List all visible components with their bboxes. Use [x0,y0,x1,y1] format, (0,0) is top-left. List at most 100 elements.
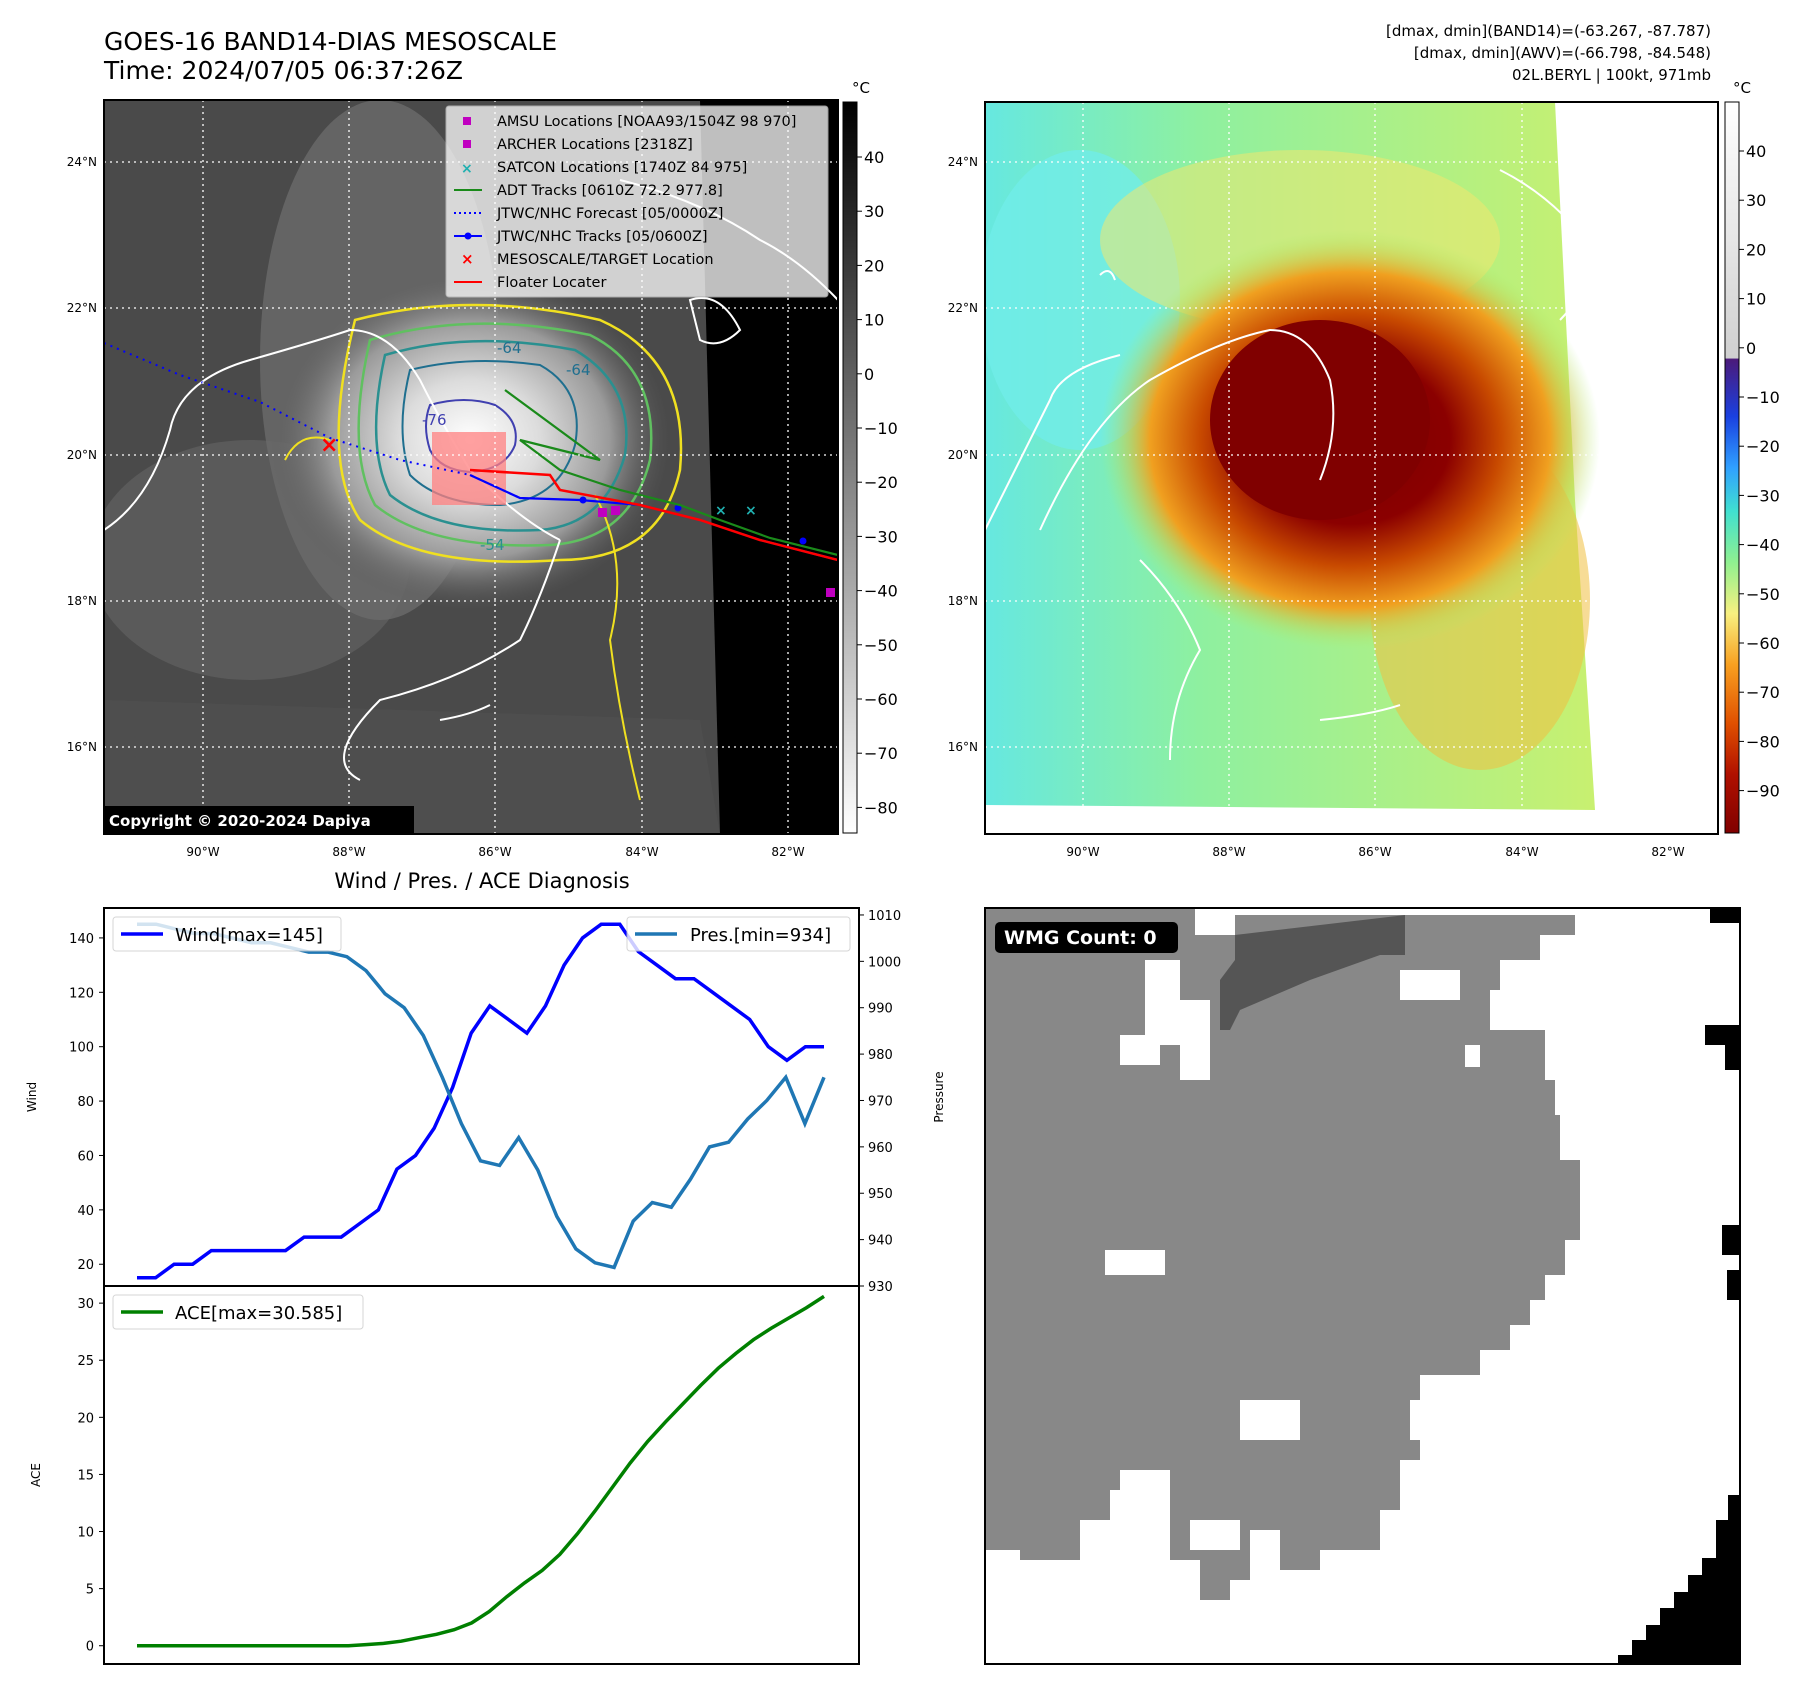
map2-gridlines [985,102,1718,834]
wind-tick-label: 80 [77,1095,94,1110]
ace-tick-label: 0 [86,1640,94,1655]
gray-colorbar-tick-label: −30 [864,527,898,546]
contour-label: -54 [480,536,505,554]
ace-y-axis: 0 5 10 15 20 25 30 [77,1297,104,1655]
wind-tick-label: 40 [77,1204,94,1219]
copyright-box [104,806,414,834]
satcon-marker: × [745,503,757,519]
diagnosis-chart-title: Wind / Pres. / ACE Diagnosis [334,869,629,893]
lat-label: 18°N [67,594,97,608]
color-colorbar-tick-label: −80 [1746,732,1780,751]
wmg-badge [995,922,1178,953]
satcon-marker: × [715,503,727,519]
legend-amsu-icon [463,117,471,125]
color-colorbar-tick-label: −60 [1746,634,1780,653]
pressure-axis-label: Pressure [932,1071,946,1122]
ace-tick-label: 15 [77,1468,94,1483]
color-colorbar-tick-label: 40 [1746,142,1766,161]
track-point [579,496,587,504]
archer-marker [611,506,620,515]
chart-title-line1: GOES-16 BAND14-DIAS MESOSCALE [104,27,558,56]
contour-label: -64 [566,361,591,379]
ace-tick-label: 20 [77,1411,94,1426]
wind-tick-label: 120 [69,986,94,1001]
lon-label: 88°W [332,845,365,859]
mesoscale-target-marker: × [320,433,338,458]
legend-adt-label: ADT Tracks [0610Z 72.2 977.8] [497,183,723,199]
track-point [674,504,682,512]
legend-archer-label: ARCHER Locations [2318Z] [497,137,693,153]
gray-colorbar-tick-label: 20 [864,256,884,275]
wind-tick-label: 100 [69,1041,94,1056]
color-colorbar-ticks: 40 30 20 10 0 −10 −20 −30 −40 −50 −60 −70 −80 −90 [1739,142,1780,801]
pressure-tick-label: 930 [868,1280,893,1295]
gray-colorbar-tick-label: 0 [864,365,874,384]
color-colorbar-tick-label: −50 [1746,585,1780,604]
legend-archer-icon [463,140,471,148]
wmg-badge-text: WMG Count: 0 [1004,927,1157,949]
pressure-tick-label: 960 [868,1141,893,1156]
wmg-dark-region [1220,915,1405,1030]
color-colorbar-tick-label: −70 [1746,683,1780,702]
wmg-black-region [1618,1495,1740,1664]
pressure-tick-label: 980 [868,1048,893,1063]
legend-tracks-label: JTWC/NHC Tracks [05/0600Z] [496,229,708,245]
color-colorbar-tick-label: −40 [1746,536,1780,555]
gray-colorbar-tick-label: −40 [864,582,898,601]
color-colorbar-tick-label: −90 [1746,782,1780,801]
lat-label: 20°N [948,448,978,462]
color-colorbar-tick-label: −10 [1746,388,1780,407]
contour-label: -76 [422,411,447,429]
lat-label: 16°N [67,740,97,754]
stats-awv: [dmax, dmin](AWV)=(-66.798, -84.548) [1413,44,1711,62]
wind-tick-label: 20 [77,1258,94,1273]
color-map-frame [984,101,1719,835]
ace-series-line [137,1294,825,1648]
wind-tick-label: 60 [77,1149,94,1164]
pressure-legend-label: Pres.[min=934] [690,925,831,946]
archer-marker-east [826,588,835,597]
gray-colorbar-tick-label: 30 [864,202,884,221]
gray-colorbar-tick-label: 10 [864,311,884,330]
legend-target-label: MESOSCALE/TARGET Location [497,252,714,268]
lat-label: 22°N [948,301,978,315]
legend-floater-label: Floater Locater [497,275,606,291]
map1-lon-labels: 90°W 88°W 86°W 84°W 82°W [186,845,804,859]
pressure-tick-label: 990 [868,1002,893,1017]
legend-satcon-icon: × [461,161,473,177]
legend-target-icon: × [461,250,474,268]
wind-legend-label: Wind[max=145] [175,925,323,946]
map1-lat-labels: 24°N 22°N 20°N 18°N 16°N [67,155,97,754]
color-colorbar-tick-label: 0 [1746,339,1756,358]
ace-panel [103,1285,860,1665]
pressure-tick-label: 970 [868,1094,893,1109]
gray-colorbar-tick-label: −60 [864,690,898,709]
pressure-legend: Pres.[min=934] [626,916,851,952]
ace-legend-label: ACE[max=30.585] [175,1303,342,1324]
wind-axis-label: Wind [25,1082,39,1112]
wind-series-line [137,922,824,1280]
gray-colorbar-tick-label: −20 [864,473,898,492]
gray-colorbar [842,101,858,834]
color-colorbar [1724,101,1740,834]
gray-colorbar-tick-label: −10 [864,419,898,438]
legend-satcon-label: SATCON Locations [1740Z 84 975] [497,160,747,176]
lon-label: 86°W [478,845,511,859]
ace-tick-label: 5 [86,1583,94,1598]
map2-lon-labels: 90°W 88°W 86°W 84°W 82°W [1066,845,1684,859]
ace-legend: ACE[max=30.585] [112,1294,364,1330]
wmg-black-corner [1710,908,1740,923]
pressure-tick-label: 1010 [868,909,901,924]
color-colorbar-unit: °C [1733,79,1751,97]
gray-colorbar-ticks: 40 30 20 10 0 −10 −20 −30 −40 −50 −60 −70 −80 [857,148,898,817]
lon-label: 90°W [186,845,219,859]
lon-label: 82°W [1651,845,1684,859]
wmg-panel: WMG Count: 0 [984,907,1741,1665]
ace-tick-label: 30 [77,1297,94,1312]
color-colorbar-tick-label: 20 [1746,240,1766,259]
wind-legend: Wind[max=145] [112,916,342,952]
floater-locater-line [469,468,838,562]
color-colorbar-tick-label: 30 [1746,191,1766,210]
contour-label: -64 [497,339,522,357]
